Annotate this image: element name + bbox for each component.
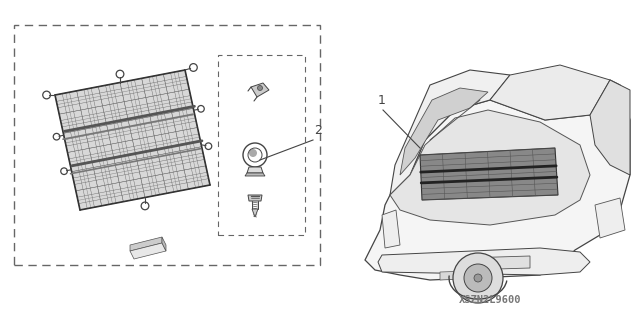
Polygon shape — [390, 70, 510, 195]
Polygon shape — [130, 237, 162, 251]
Polygon shape — [55, 70, 210, 210]
Text: 2: 2 — [314, 124, 322, 137]
Polygon shape — [130, 243, 166, 259]
Polygon shape — [365, 80, 630, 280]
Polygon shape — [382, 210, 400, 248]
Polygon shape — [248, 195, 262, 201]
Polygon shape — [378, 248, 590, 275]
Polygon shape — [440, 270, 500, 280]
Polygon shape — [595, 198, 625, 238]
Polygon shape — [252, 209, 258, 217]
Text: XSZN2L9600: XSZN2L9600 — [459, 295, 521, 305]
Polygon shape — [490, 65, 610, 120]
Polygon shape — [251, 83, 269, 97]
Circle shape — [474, 274, 482, 282]
Circle shape — [464, 264, 492, 292]
Polygon shape — [162, 237, 166, 251]
Polygon shape — [247, 167, 263, 173]
Circle shape — [257, 85, 262, 91]
Polygon shape — [420, 148, 558, 200]
Polygon shape — [465, 256, 530, 270]
Polygon shape — [590, 80, 630, 175]
Circle shape — [249, 149, 257, 157]
Polygon shape — [245, 173, 265, 176]
Text: 1: 1 — [378, 94, 386, 107]
Circle shape — [453, 253, 503, 303]
Polygon shape — [390, 110, 590, 225]
Bar — [14, 25, 320, 265]
Polygon shape — [400, 88, 488, 175]
Bar — [218, 55, 305, 235]
